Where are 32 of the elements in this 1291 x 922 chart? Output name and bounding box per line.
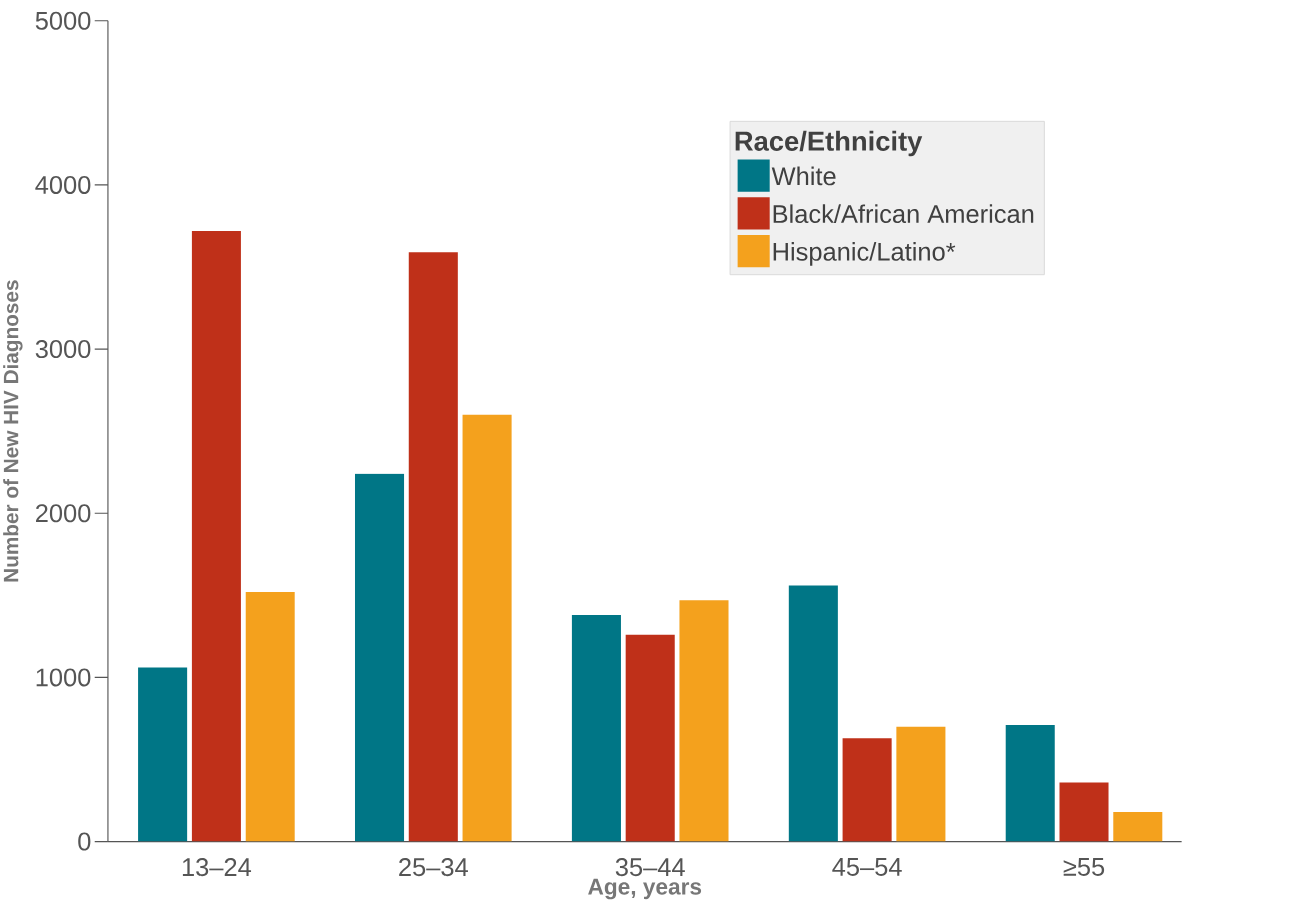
- bar: [679, 600, 729, 842]
- bar: [788, 585, 838, 842]
- x-axis-title: Age, years: [588, 878, 702, 900]
- y-axis-title: Number of New HIV Diagnoses: [3, 280, 23, 582]
- legend-title: Race/Ethnicity: [735, 130, 923, 157]
- bar: [1113, 812, 1163, 842]
- legend-label: White: [771, 166, 836, 186]
- bar: [1059, 782, 1109, 842]
- x-tick-label: 13–24: [182, 858, 252, 877]
- bar: [408, 252, 458, 842]
- x-tick-label: 35–44: [615, 858, 685, 877]
- legend-label: Black/African American: [773, 204, 1034, 224]
- bar: [1005, 725, 1055, 842]
- bar: [571, 615, 621, 842]
- y-tick-label: 0: [78, 832, 91, 851]
- y-tick-label: 4000: [35, 176, 91, 195]
- y-tick-label: 2000: [36, 504, 91, 523]
- y-tick-label: 5000: [35, 11, 91, 30]
- y-tick-label: 3000: [35, 340, 91, 359]
- bar: [191, 230, 241, 842]
- bar: [245, 592, 295, 842]
- bar: [354, 473, 405, 842]
- bar: [896, 726, 946, 842]
- x-tick-label: 25–34: [399, 858, 468, 877]
- x-tick-label: 45–54: [832, 858, 902, 876]
- y-tick-label: 1000: [36, 668, 91, 687]
- legend-label: Hispanic/Latino*: [773, 242, 956, 266]
- bar: [625, 634, 675, 842]
- bar: [138, 667, 188, 842]
- x-tick-label: ≥55: [1063, 858, 1105, 876]
- bar: [462, 414, 512, 842]
- bar: [842, 738, 892, 842]
